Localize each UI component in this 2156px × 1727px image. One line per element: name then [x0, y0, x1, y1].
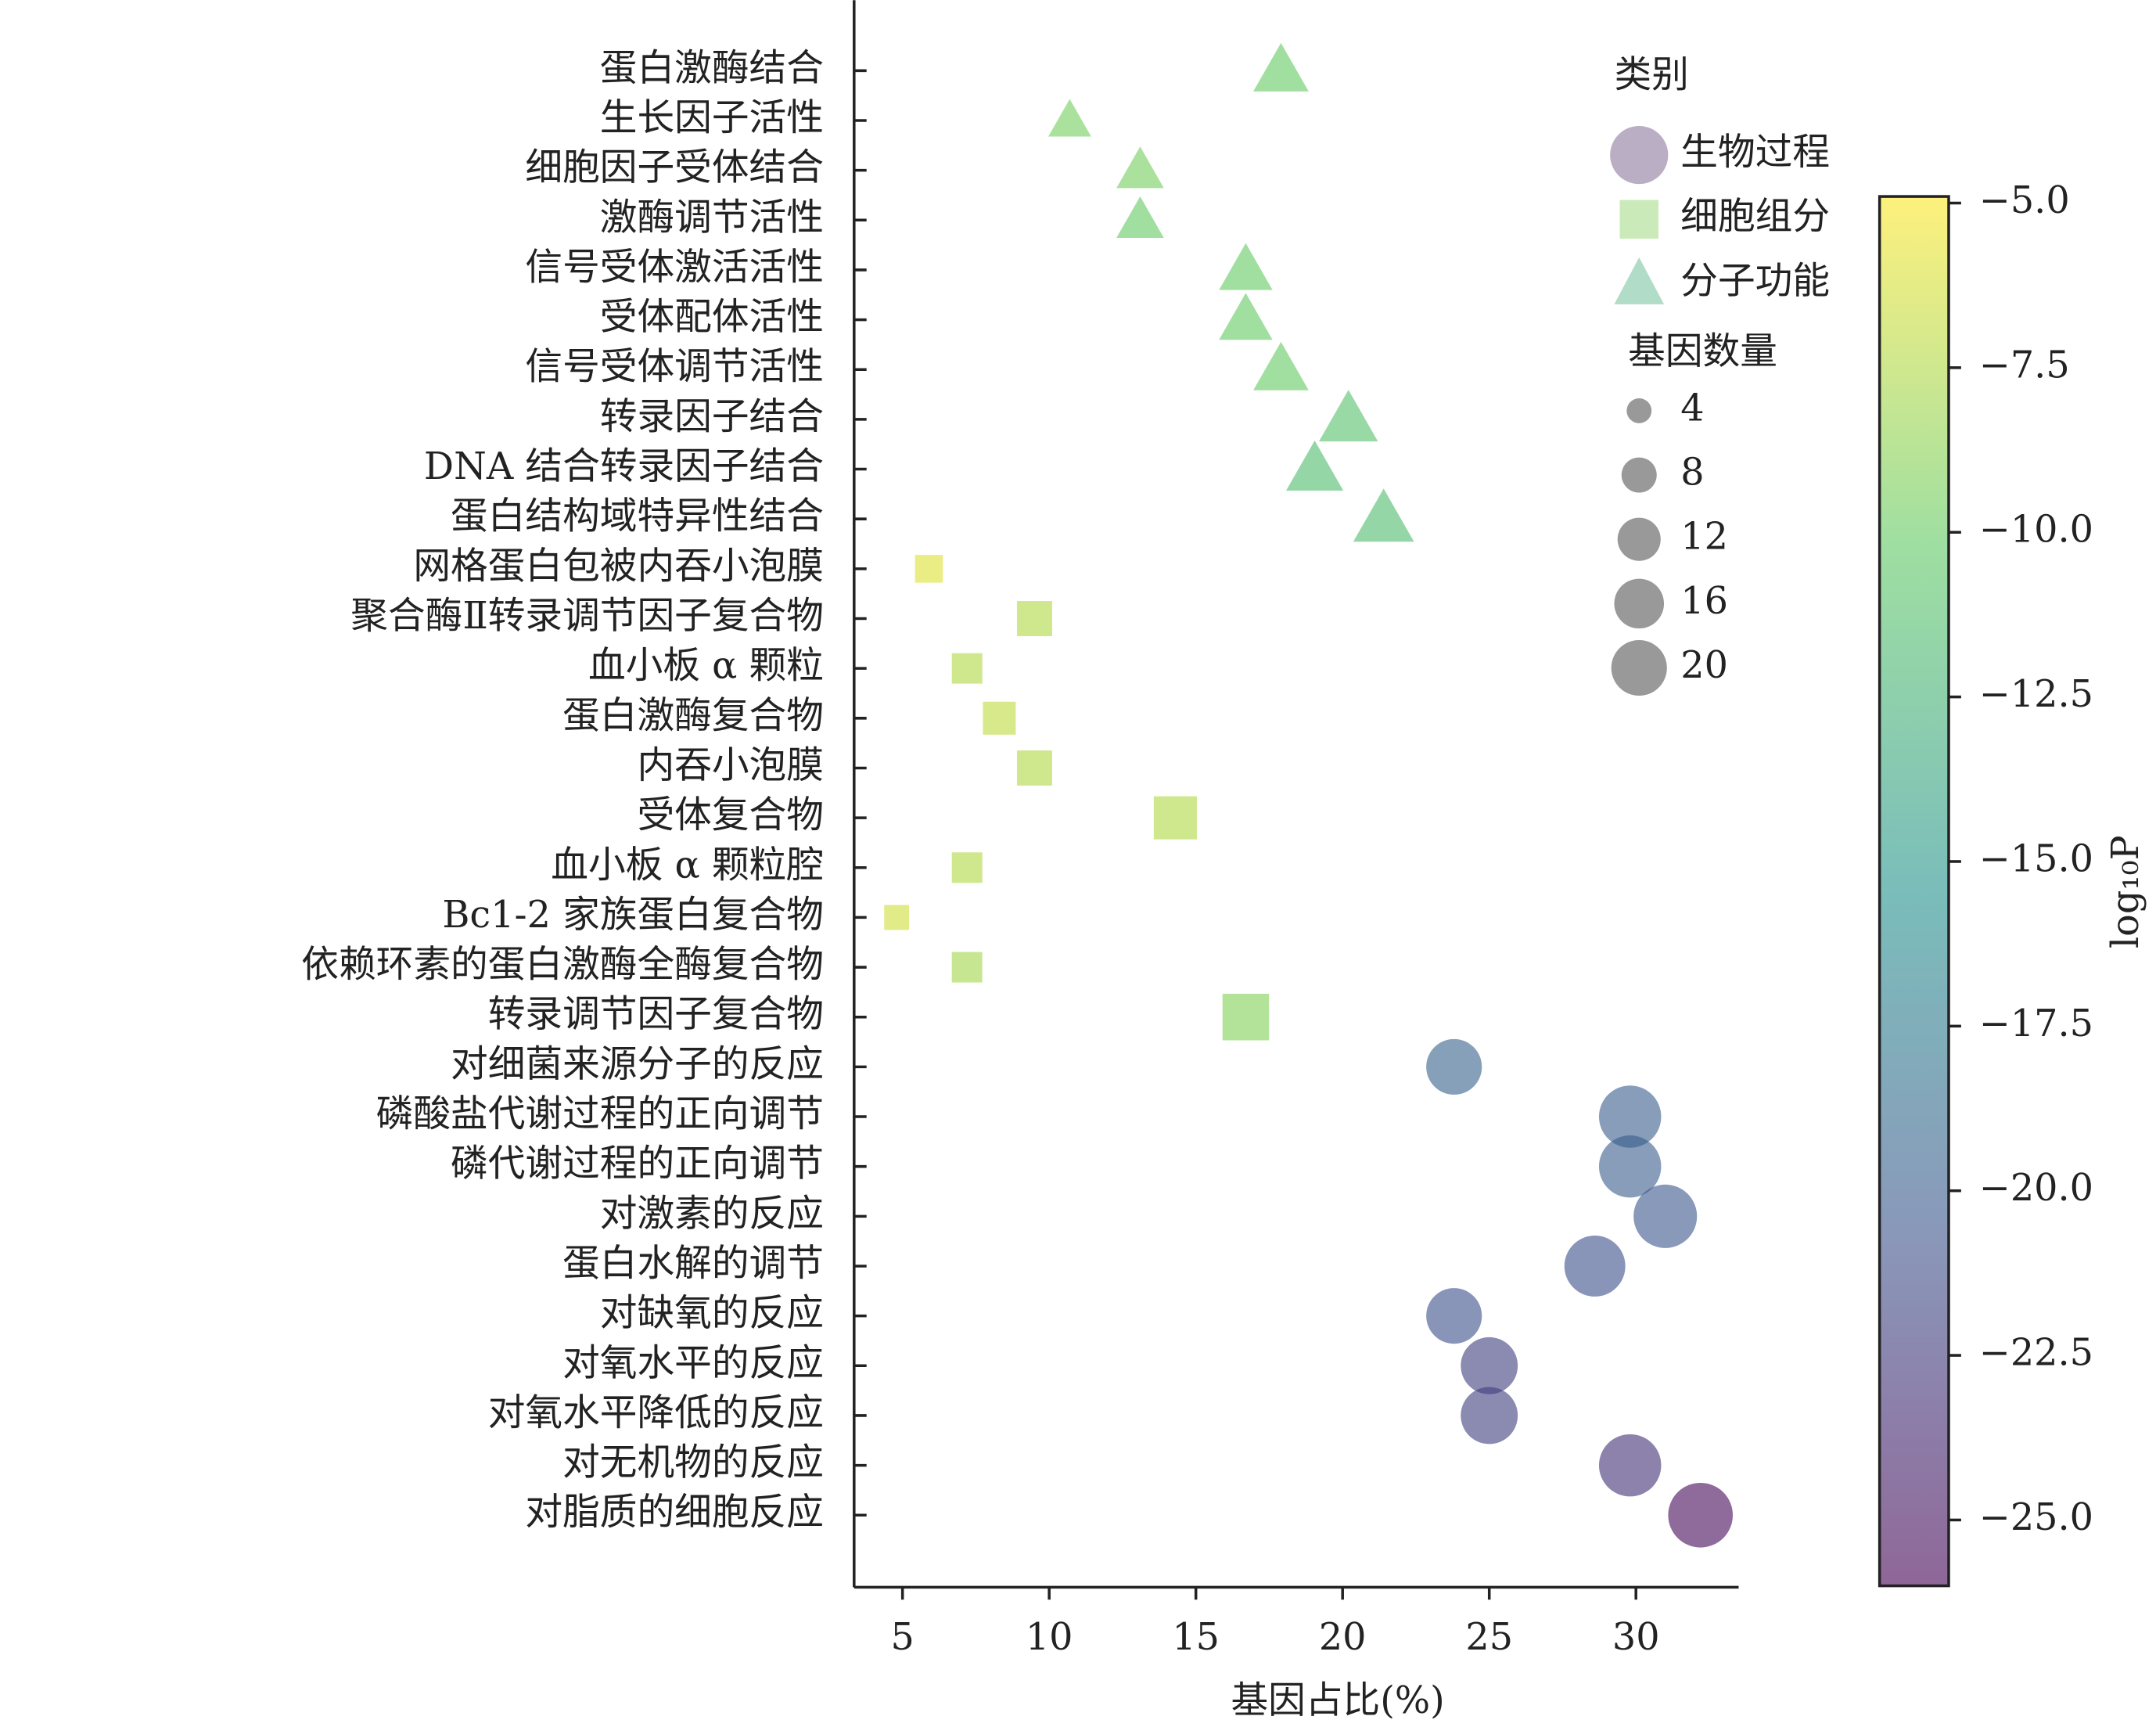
- square-marker: [983, 701, 1016, 735]
- size-legend-label: 16: [1680, 580, 1728, 623]
- colorbar-tick-label: −17.5: [1979, 1002, 2093, 1045]
- colorbar-tick-label: −7.5: [1979, 344, 2070, 387]
- y-tick-label: 蛋白激酶结合: [600, 47, 824, 90]
- bubble: [1564, 1236, 1626, 1297]
- square-marker: [1222, 993, 1270, 1041]
- bubble: [1633, 1184, 1698, 1248]
- legend-marker: [1614, 257, 1665, 304]
- legend-marker: [1610, 125, 1669, 185]
- square-marker: [951, 952, 983, 983]
- y-tick-label: 血小板 α 颗粒: [588, 645, 824, 688]
- colorbar-tick-label: −5.0: [1979, 179, 2070, 222]
- square-marker: [951, 653, 983, 684]
- bubble: [1598, 1135, 1662, 1198]
- bubble: [1426, 1288, 1482, 1344]
- y-tick-label: 血小板 α 颗粒腔: [551, 844, 824, 887]
- triangle-marker: [1116, 196, 1164, 239]
- y-tick-label: 对氧水平的反应: [562, 1342, 824, 1385]
- size-legend-label: 20: [1680, 644, 1728, 687]
- y-tick-label: 对缺氧的反应: [600, 1292, 824, 1335]
- size-legend-marker: [1611, 639, 1667, 696]
- y-tick-label: 蛋白结构域特异性结合: [451, 495, 824, 538]
- triangle-marker: [1253, 42, 1309, 92]
- y-tick-label: 对氧水平降低的反应: [488, 1391, 824, 1434]
- y-tick-label: DNA 结合转录因子结合: [424, 445, 824, 488]
- y-tick-label: 转录调节因子复合物: [488, 993, 824, 1036]
- y-tick-label: 受体配体活性: [600, 296, 824, 339]
- y-tick-label: 生长因子活性: [600, 96, 824, 139]
- size-legend-label: 12: [1680, 516, 1728, 559]
- y-tick-label: 蛋白水解的调节: [562, 1242, 824, 1285]
- square-marker: [1016, 601, 1052, 636]
- square-marker: [1153, 796, 1197, 840]
- legend-marker: [1619, 200, 1658, 239]
- colorbar-tick-label: −20.0: [1979, 1167, 2093, 1210]
- colorbar-tick-label: −15.0: [1979, 837, 2093, 880]
- y-tick-label: 磷酸盐代谢过程的正向调节: [376, 1093, 824, 1136]
- y-tick-label: 对无机物的反应: [562, 1441, 824, 1484]
- square-marker: [1016, 750, 1052, 786]
- x-axis-label: 基因占比(%): [1231, 1679, 1444, 1722]
- legend-label: 生物过程: [1680, 131, 1830, 174]
- y-tick-label: 信号受体调节活性: [525, 346, 824, 389]
- bubble: [1461, 1337, 1518, 1394]
- triangle-marker: [1353, 488, 1414, 542]
- colorbar-tick-label: −10.0: [1979, 509, 2093, 552]
- y-tick-label: 内吞小泡膜: [637, 744, 823, 787]
- colorbar-frame: [1878, 195, 1950, 1588]
- legend-label: 细胞组分: [1680, 196, 1830, 239]
- bubble: [1668, 1482, 1734, 1548]
- x-tick-label: 25: [1465, 1616, 1513, 1659]
- size-legend-label: 8: [1680, 452, 1704, 495]
- y-tick-label: 聚合酶Ⅱ转录调节因子复合物: [350, 595, 824, 638]
- y-tick-label: 对脂质的细胞反应: [525, 1491, 824, 1535]
- size-legend-marker: [1626, 398, 1652, 423]
- square-marker: [884, 905, 910, 930]
- y-tick-label: 蛋白激酶复合物: [562, 694, 824, 737]
- x-tick-label: 10: [1026, 1616, 1073, 1659]
- square-marker: [915, 555, 943, 583]
- legend-label: 分子功能: [1680, 260, 1830, 303]
- triangle-marker: [1319, 390, 1378, 442]
- x-tick-label: 30: [1612, 1616, 1660, 1659]
- y-tick-label: 信号受体激活活性: [525, 246, 824, 289]
- y-tick-label: 依赖环素的蛋白激酶全酶复合物: [301, 944, 824, 987]
- bubble: [1426, 1038, 1482, 1095]
- triangle-marker: [1116, 146, 1164, 189]
- size-legend-title: 基因数量: [1628, 330, 1777, 373]
- x-tick-label: 5: [891, 1616, 915, 1659]
- y-tick-label: 对细菌来源分子的反应: [451, 1043, 824, 1086]
- size-legend-label: 4: [1680, 387, 1704, 430]
- colorbar: [1879, 196, 1949, 1586]
- x-tick-label: 20: [1319, 1616, 1367, 1659]
- size-legend-marker: [1614, 578, 1665, 629]
- legend-title: 类别: [1614, 54, 1688, 97]
- y-tick-label: 激酶调节活性: [600, 196, 824, 239]
- y-tick-label: 对激素的反应: [600, 1193, 824, 1236]
- bubble: [1598, 1085, 1662, 1148]
- triangle-marker: [1253, 341, 1309, 390]
- size-legend-marker: [1621, 457, 1657, 493]
- triangle-marker: [1286, 440, 1344, 491]
- y-tick-label: 受体复合物: [637, 794, 823, 837]
- colorbar-tick-label: −12.5: [1979, 673, 2093, 716]
- y-tick-label: 细胞因子受体结合: [525, 146, 824, 189]
- y-tick-label: Bc1-2 家族蛋白复合物: [442, 894, 824, 937]
- square-marker: [951, 852, 983, 883]
- bubble: [1598, 1434, 1662, 1497]
- y-tick-label: 网格蛋白包被内吞小泡膜: [413, 545, 824, 588]
- y-tick-label: 磷代谢过程的正向调节: [451, 1142, 824, 1186]
- triangle-marker: [1048, 99, 1091, 137]
- colorbar-tick-label: −25.0: [1979, 1496, 2093, 1539]
- size-legend-marker: [1617, 517, 1661, 561]
- triangle-marker: [1219, 293, 1273, 340]
- colorbar-tick-label: −22.5: [1979, 1332, 2093, 1375]
- y-tick-label: 转录因子结合: [600, 395, 824, 438]
- colorbar-label: log₁₀P: [2104, 835, 2147, 948]
- bubble: [1461, 1387, 1518, 1445]
- triangle-marker: [1219, 243, 1273, 290]
- x-tick-label: 15: [1172, 1616, 1220, 1659]
